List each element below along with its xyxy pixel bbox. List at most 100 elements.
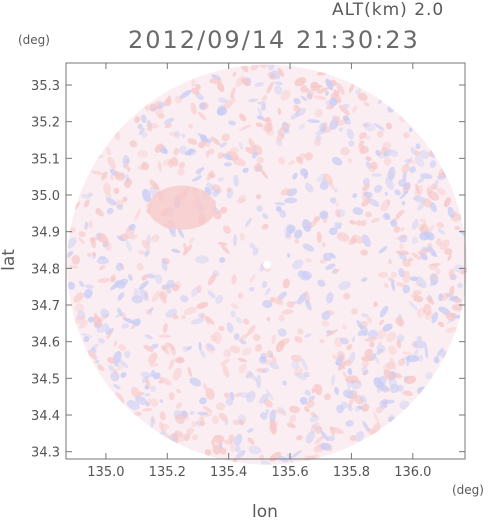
velocity-speckle bbox=[281, 309, 294, 315]
velocity-speckle bbox=[212, 189, 220, 197]
velocity-speckle bbox=[340, 146, 350, 156]
velocity-speckle bbox=[280, 89, 291, 101]
velocity-speckle bbox=[403, 375, 417, 384]
velocity-speckle bbox=[365, 161, 372, 169]
velocity-speckle bbox=[277, 67, 285, 77]
velocity-speckle bbox=[269, 352, 273, 359]
velocity-speckle bbox=[221, 244, 230, 255]
velocity-speckle bbox=[190, 102, 197, 115]
velocity-speckle bbox=[407, 257, 414, 262]
velocity-speckle bbox=[217, 177, 224, 182]
velocity-speckle bbox=[352, 207, 364, 216]
velocity-speckle bbox=[188, 237, 194, 245]
velocity-speckle bbox=[388, 166, 396, 181]
velocity-speckle bbox=[393, 226, 401, 233]
velocity-speckle bbox=[232, 419, 240, 426]
velocity-speckle bbox=[171, 433, 180, 444]
y-tick-label: 34.9 bbox=[31, 226, 60, 241]
velocity-speckle bbox=[361, 313, 369, 318]
velocity-speckle bbox=[100, 308, 110, 318]
velocity-speckle bbox=[360, 219, 367, 227]
velocity-speckle bbox=[329, 252, 336, 259]
velocity-speckle bbox=[349, 219, 356, 225]
velocity-speckle bbox=[380, 199, 391, 212]
velocity-speckle bbox=[231, 274, 237, 285]
velocity-speckle bbox=[355, 88, 361, 95]
velocity-speckle bbox=[419, 231, 431, 241]
velocity-speckle bbox=[424, 345, 429, 359]
velocity-speckle bbox=[128, 273, 133, 281]
velocity-speckle bbox=[429, 273, 437, 281]
velocity-speckle bbox=[238, 392, 251, 398]
velocity-speckle bbox=[195, 167, 205, 174]
y-tick-label: 34.3 bbox=[31, 446, 60, 461]
velocity-speckle bbox=[215, 294, 224, 304]
velocity-speckle bbox=[321, 311, 331, 321]
velocity-speckle bbox=[277, 291, 287, 300]
x-tick-label: 135.4 bbox=[210, 465, 247, 480]
velocity-speckle bbox=[306, 93, 314, 100]
velocity-speckle bbox=[181, 133, 186, 138]
velocity-speckle bbox=[168, 358, 175, 370]
velocity-speckle bbox=[383, 149, 392, 157]
velocity-speckle bbox=[362, 420, 370, 432]
velocity-speckle bbox=[226, 187, 232, 193]
velocity-speckle bbox=[187, 147, 193, 157]
velocity-speckle bbox=[103, 182, 111, 195]
velocity-speckle bbox=[67, 251, 74, 258]
velocity-speckle bbox=[117, 292, 125, 301]
velocity-speckle bbox=[272, 296, 284, 305]
velocity-speckle bbox=[347, 404, 353, 412]
velocity-speckle bbox=[460, 268, 468, 275]
velocity-speckle bbox=[247, 325, 256, 336]
velocity-speckle bbox=[239, 64, 249, 73]
velocity-speckle bbox=[365, 135, 371, 140]
velocity-speckle bbox=[118, 278, 129, 286]
velocity-speckle bbox=[91, 347, 97, 354]
velocity-speckle bbox=[328, 227, 338, 236]
velocity-speckle bbox=[332, 116, 340, 121]
velocity-speckle bbox=[253, 162, 262, 172]
velocity-speckle bbox=[183, 432, 191, 442]
velocity-speckle bbox=[364, 211, 372, 218]
velocity-speckle bbox=[230, 311, 236, 318]
velocity-speckle bbox=[140, 114, 147, 124]
velocity-speckle bbox=[362, 122, 370, 128]
velocity-speckle bbox=[358, 139, 365, 143]
velocity-speckle bbox=[367, 329, 378, 339]
velocity-speckle bbox=[429, 273, 439, 286]
velocity-speckle bbox=[217, 110, 223, 116]
velocity-speckle bbox=[182, 242, 188, 250]
velocity-speckle bbox=[220, 358, 231, 366]
velocity-speckle bbox=[398, 253, 408, 261]
velocity-speckle bbox=[176, 389, 182, 394]
velocity-speckle bbox=[130, 386, 140, 398]
velocity-speckle bbox=[369, 341, 375, 348]
velocity-speckle bbox=[382, 323, 393, 332]
velocity-speckle bbox=[377, 271, 389, 278]
velocity-speckle bbox=[289, 414, 297, 424]
velocity-speckle bbox=[158, 421, 165, 433]
velocity-speckle bbox=[200, 134, 208, 144]
velocity-speckle bbox=[120, 371, 127, 379]
velocity-speckle bbox=[159, 376, 172, 386]
velocity-speckle bbox=[239, 232, 245, 241]
velocity-speckle bbox=[209, 334, 217, 342]
velocity-speckle bbox=[288, 160, 296, 166]
velocity-speckle bbox=[408, 301, 419, 312]
velocity-speckle bbox=[358, 131, 367, 140]
velocity-speckle bbox=[242, 167, 249, 173]
velocity-speckle bbox=[155, 274, 163, 285]
velocity-speckle bbox=[355, 220, 362, 227]
velocity-speckle bbox=[130, 234, 139, 240]
velocity-speckle bbox=[182, 346, 189, 353]
velocity-speckle bbox=[133, 287, 140, 298]
velocity-speckle bbox=[93, 322, 99, 328]
velocity-speckle bbox=[300, 95, 308, 102]
velocity-speckle bbox=[399, 243, 404, 250]
velocity-speckle bbox=[265, 408, 270, 415]
velocity-speckle bbox=[245, 217, 252, 227]
velocity-speckle bbox=[331, 156, 343, 166]
velocity-speckle bbox=[220, 206, 228, 214]
velocity-speckle bbox=[204, 187, 212, 195]
